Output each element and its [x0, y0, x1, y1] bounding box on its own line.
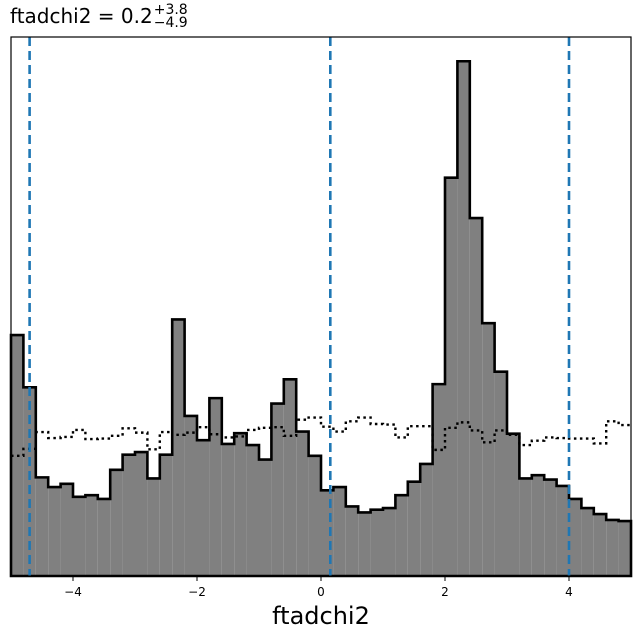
- histogram-bar: [85, 495, 98, 576]
- histogram-bar: [556, 485, 569, 576]
- histogram-bar: [581, 508, 594, 576]
- histogram-bar: [60, 483, 73, 576]
- histogram-bar: [333, 487, 346, 576]
- histogram-bar: [296, 431, 309, 576]
- histogram-bar: [197, 440, 210, 576]
- histogram-bar: [35, 477, 49, 576]
- plot-area: [9, 37, 633, 578]
- histogram-bar: [135, 452, 148, 576]
- histogram-bar: [407, 481, 421, 576]
- histogram-bar: [110, 469, 123, 576]
- histogram-bar: [246, 445, 259, 576]
- histogram-bar: [569, 498, 582, 576]
- x-axis-label: ftadchi2: [272, 602, 370, 630]
- histogram-bar: [259, 459, 272, 576]
- histogram-bar: [209, 398, 222, 576]
- x-tick-label: 4: [565, 585, 573, 599]
- histogram-bar: [445, 177, 458, 576]
- histogram-bar: [234, 433, 247, 576]
- histogram-bar: [432, 384, 445, 576]
- histogram-bar: [23, 387, 36, 576]
- histogram-bar: [519, 478, 532, 576]
- histogram-bar: [469, 218, 483, 576]
- histogram-bar: [122, 454, 135, 576]
- histogram-bar: [383, 508, 396, 576]
- chart-title: ftadchi2 = 0.2: [10, 4, 153, 28]
- x-tick-label: 2: [441, 585, 449, 599]
- histogram-bar: [159, 454, 173, 576]
- histogram-bar: [606, 519, 619, 576]
- histogram-bar: [358, 512, 371, 576]
- histogram-bar: [593, 514, 607, 576]
- histogram-bar: [531, 475, 545, 576]
- histogram-bar: [370, 509, 383, 576]
- x-tick-label: 0: [317, 585, 325, 599]
- x-tick-label: −4: [64, 585, 82, 599]
- histogram-bar: [147, 478, 160, 576]
- histogram-bar: [184, 415, 197, 576]
- chart-title-lower-error: −4.9: [154, 15, 188, 31]
- chart-title-upper-error: +3.8: [154, 2, 188, 18]
- histogram-bar: [321, 490, 334, 576]
- histogram-bar: [308, 455, 321, 576]
- chart-title-main: ftadchi2 = 0.2: [10, 4, 153, 28]
- histogram-bar: [271, 403, 284, 576]
- dotted-series-outline: [11, 416, 631, 458]
- histogram-bar: [457, 61, 470, 576]
- filled-series-outline: [9, 59, 633, 578]
- histogram-bar: [97, 498, 111, 576]
- x-axis: −4 −2 0 2 4: [64, 576, 573, 599]
- histogram-bar: [544, 479, 557, 576]
- histogram-bar: [618, 521, 631, 576]
- histogram-bar: [507, 433, 520, 576]
- histogram-bar: [172, 319, 185, 576]
- histogram-bar: [283, 379, 297, 576]
- histogram-bar: [395, 495, 408, 576]
- x-tick-label: −2: [188, 585, 206, 599]
- histogram-bar: [48, 487, 61, 576]
- histogram-bar: [345, 506, 359, 576]
- histogram-bar: [221, 443, 235, 576]
- histogram-bar: [420, 463, 433, 576]
- histogram-bar: [73, 496, 86, 576]
- histogram-bar: [494, 371, 507, 576]
- histogram-bar: [482, 323, 495, 576]
